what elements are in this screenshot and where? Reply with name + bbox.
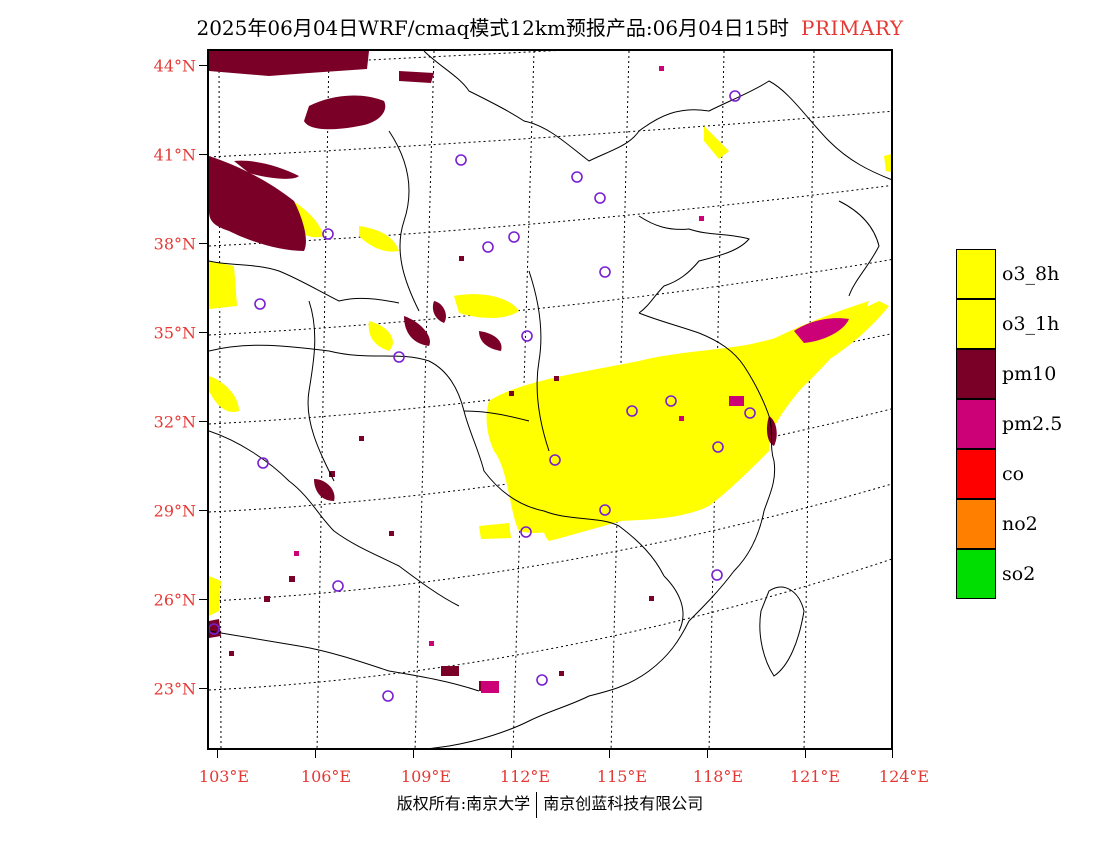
lat-label: 32°N — [153, 412, 196, 432]
lon-tick — [413, 750, 414, 758]
site-markers — [209, 90, 756, 702]
forecast-map — [207, 49, 893, 750]
lon-label: 121°E — [789, 767, 841, 786]
lon-tick — [609, 750, 610, 758]
legend-item-o3-1h: o3_1h — [956, 299, 1096, 349]
legend-item-pm10: pm10 — [956, 349, 1096, 399]
legend-swatch — [956, 449, 996, 499]
legend-swatch — [956, 499, 996, 549]
legend-item-o3-8h: o3_8h — [956, 249, 1096, 299]
speckles — [229, 66, 704, 676]
legend-swatch — [956, 399, 996, 449]
lon-tick — [805, 750, 806, 758]
lon-label: 118°E — [692, 767, 744, 786]
legend-swatch — [956, 549, 996, 599]
lat-label: 23°N — [153, 679, 196, 699]
lat-label: 44°N — [153, 56, 196, 76]
legend-item-no2: no2 — [956, 499, 1096, 549]
pm25-regions — [481, 318, 849, 693]
lat-tick — [199, 688, 207, 689]
lon-label: 115°E — [596, 767, 648, 786]
primary-badge: PRIMARY — [801, 16, 904, 40]
legend-label: so2 — [1002, 563, 1036, 585]
footer-divider — [536, 791, 538, 818]
lon-label: 103°E — [198, 767, 250, 786]
lon-label: 106°E — [300, 767, 352, 786]
lon-label: 109°E — [400, 767, 452, 786]
copyright-footer: 版权所有:南京大学 南京创蓝科技有限公司 — [0, 790, 1100, 818]
lat-label: 38°N — [153, 234, 196, 254]
legend-label: o3_1h — [1002, 313, 1060, 335]
lon-tick — [707, 750, 708, 758]
lat-tick — [199, 65, 207, 66]
map-canvas — [209, 51, 891, 748]
lat-tick — [199, 154, 207, 155]
lat-tick — [199, 510, 207, 511]
legend-item-so2: so2 — [956, 549, 1096, 599]
lat-label: 41°N — [153, 145, 196, 165]
lat-tick — [199, 421, 207, 422]
legend-label: co — [1002, 463, 1025, 485]
legend-label: no2 — [1002, 513, 1038, 535]
company-text: 南京创蓝科技有限公司 — [543, 794, 704, 813]
title-text: 2025年06月04日WRF/cmaq模式12km预报产品:06月04日15时 — [196, 16, 790, 40]
boundaries — [209, 51, 891, 748]
legend-item-co: co — [956, 449, 1096, 499]
lat-label: 35°N — [153, 323, 196, 343]
legend-swatch — [956, 249, 996, 299]
lat-tick — [199, 332, 207, 333]
lat-label: 26°N — [153, 590, 196, 610]
map-title: 2025年06月04日WRF/cmaq模式12km预报产品:06月04日15时 P… — [0, 12, 1100, 41]
legend-swatch — [956, 299, 996, 349]
lon-tick — [511, 750, 512, 758]
lon-tick — [892, 750, 893, 758]
lon-label: 124°E — [878, 767, 930, 786]
copyright-text: 版权所有:南京大学 — [396, 794, 531, 813]
legend-label: o3_8h — [1002, 263, 1060, 285]
legend-swatch — [956, 349, 996, 399]
lon-tick — [217, 750, 218, 758]
lat-label: 29°N — [153, 501, 196, 521]
legend-item-pm25: pm2.5 — [956, 399, 1096, 449]
legend-label: pm10 — [1002, 363, 1057, 385]
lon-tick — [315, 750, 316, 758]
pm10-regions — [209, 51, 777, 691]
pollutant-legend: o3_8h o3_1h pm10 pm2.5 co no2 so2 — [956, 249, 1096, 599]
lon-label: 112°E — [499, 767, 551, 786]
lat-tick — [199, 243, 207, 244]
lat-tick — [199, 599, 207, 600]
legend-label: pm2.5 — [1002, 413, 1063, 435]
